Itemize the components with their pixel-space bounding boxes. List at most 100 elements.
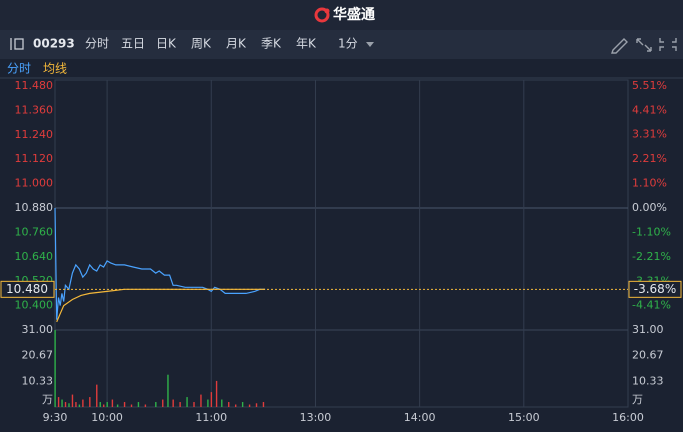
volume-tick-label: 10.33 — [632, 374, 664, 387]
x-tick-label: 9:30 — [43, 411, 68, 424]
volume-bar — [78, 404, 81, 407]
y2-tick-label: -4.41% — [632, 299, 671, 312]
tab[interactable]: 周K — [191, 37, 212, 51]
volume-bar — [89, 397, 91, 407]
y-tick-label: 11.120 — [15, 152, 54, 165]
volume-bar — [162, 399, 164, 407]
volume-bar — [103, 404, 105, 407]
draw-icon[interactable] — [611, 38, 628, 54]
y2-tick-label: 4.41% — [632, 103, 667, 116]
volume-bar — [57, 397, 60, 407]
volume-bar — [144, 404, 147, 407]
volume-unit: 万 — [632, 393, 643, 406]
y-tick-label: 10.760 — [15, 225, 54, 238]
y2-tick-label: 5.51% — [632, 79, 667, 92]
x-tick-label: 16:00 — [612, 411, 644, 424]
y2-tick-label: -1.10% — [632, 225, 671, 238]
tab[interactable]: 分时 — [85, 37, 109, 51]
volume-bar — [255, 403, 258, 407]
y-tick-label: 10.640 — [15, 250, 54, 263]
volume-bar — [54, 330, 56, 407]
y-tick-label: 11.240 — [15, 128, 54, 141]
fullscreen-icon[interactable] — [659, 38, 677, 51]
x-tick-label: 10:00 — [91, 411, 123, 424]
x-tick-label: 15:00 — [508, 411, 540, 424]
volume-bar — [82, 399, 84, 407]
dropdown-arrow[interactable] — [366, 42, 374, 47]
x-tick-label: 11:00 — [195, 411, 227, 424]
volume-bar — [193, 402, 195, 407]
volume-tick-label: 20.67 — [632, 349, 664, 362]
last-price-box — [0, 280, 55, 298]
volume-tick-label: 20.67 — [22, 349, 54, 362]
volume-bar — [155, 402, 157, 407]
expand-icon[interactable] — [636, 38, 652, 52]
volume-bar — [172, 399, 174, 407]
volume-tick-label: 31.00 — [632, 323, 664, 336]
volume-bar — [96, 384, 98, 407]
y2-tick-label: 3.31% — [632, 128, 667, 141]
y-tick-label: 10.400 — [15, 299, 54, 312]
tab[interactable]: 五日 — [121, 37, 145, 51]
volume-bar — [137, 402, 140, 407]
last-change-box — [628, 280, 682, 298]
volume-bar — [64, 402, 67, 407]
volume-bar — [61, 399, 63, 407]
tool-icons — [611, 38, 677, 54]
volume-bar — [106, 402, 108, 407]
volume-bar — [179, 402, 181, 407]
volume-tick-label: 10.33 — [22, 374, 54, 387]
volume-bar — [68, 403, 70, 407]
last-change-label: -3.68% — [634, 282, 676, 296]
volume-bar — [241, 402, 244, 407]
volume-bar — [123, 402, 126, 407]
price-line — [56, 288, 266, 323]
volume-bar — [210, 392, 213, 407]
plot-frame — [54, 79, 629, 408]
volume-bar — [75, 402, 77, 407]
y2-tick-label: 0.00% — [632, 201, 667, 214]
volume-bar — [111, 399, 114, 407]
tab[interactable]: 季K — [261, 37, 282, 51]
volume-bar — [116, 404, 119, 407]
volume-bar — [228, 402, 230, 407]
volume-bar — [248, 404, 251, 407]
volume-bar — [262, 402, 265, 407]
back-icon[interactable] — [10, 38, 24, 50]
tab[interactable]: 日K — [156, 37, 177, 51]
tab[interactable]: 年K — [296, 37, 317, 51]
y2-tick-label: 2.21% — [632, 152, 667, 165]
y-tick-label: 11.480 — [15, 79, 54, 92]
volume-bar — [130, 404, 133, 407]
y2-tick-label: -2.21% — [632, 250, 671, 263]
legend-avg: 均线 — [43, 62, 67, 76]
legend-price: 分时 — [7, 62, 31, 76]
volume-bar — [186, 397, 188, 407]
volume-bar — [215, 380, 218, 407]
y-tick-label: 11.000 — [15, 177, 54, 190]
interval[interactable]: 1分 — [338, 37, 358, 51]
logo-icon — [314, 7, 330, 23]
volume-bar — [234, 404, 237, 407]
logo-text: 华盛通 — [333, 6, 375, 23]
x-tick-label: 14:00 — [404, 411, 436, 424]
toolbar — [0, 30, 683, 59]
volume-bar — [200, 394, 202, 407]
volume-bar — [71, 394, 74, 407]
x-tick-label: 13:00 — [300, 411, 332, 424]
last-price-label: 10.480 — [6, 282, 48, 296]
y2-tick-label: 1.10% — [632, 177, 667, 190]
stock-code: 00293 — [33, 37, 75, 51]
y-tick-label: 10.880 — [15, 201, 54, 214]
volume-unit: 万 — [42, 393, 53, 406]
header-bar — [0, 0, 683, 30]
volume-tick-label: 31.00 — [22, 323, 54, 336]
volume-bar — [221, 399, 223, 407]
tab[interactable]: 月K — [226, 37, 247, 51]
volume-bar — [207, 399, 209, 407]
volume-bar — [99, 402, 101, 407]
price-line — [54, 207, 266, 320]
y-tick-label: 11.360 — [15, 103, 54, 116]
